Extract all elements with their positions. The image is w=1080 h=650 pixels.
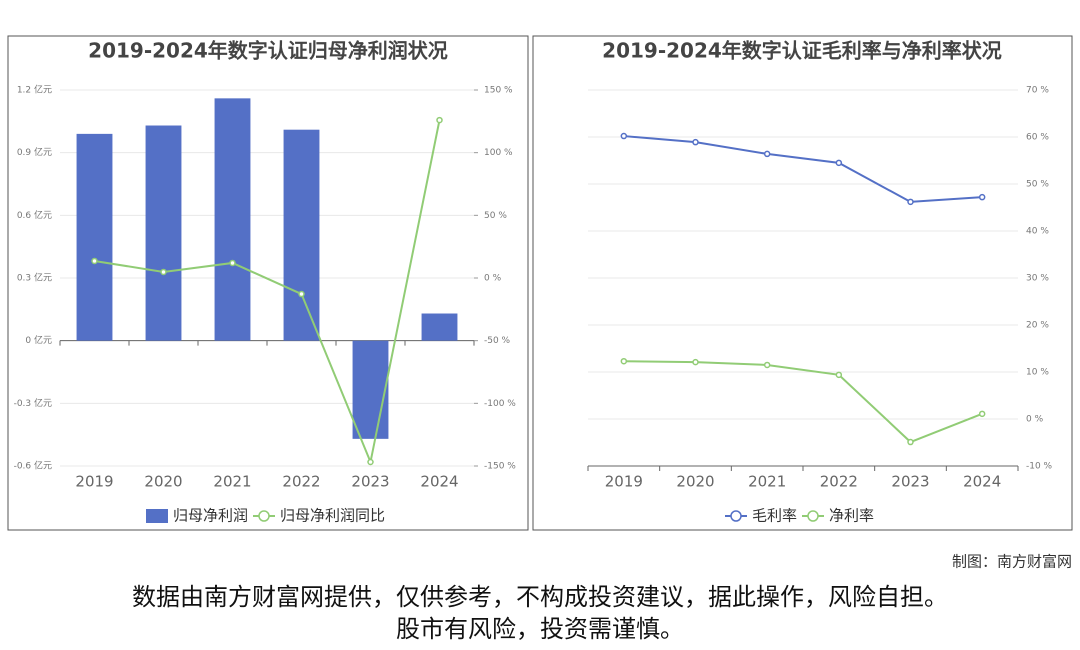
point: [160, 268, 167, 276]
x-tick-label: 2022: [820, 473, 858, 491]
y-tick-label: 50 %: [1026, 180, 1049, 190]
line: [94, 119, 441, 466]
bar: [352, 340, 389, 439]
y-tick-label: -0.6 亿元: [14, 460, 52, 472]
point: [763, 361, 771, 369]
point: [907, 198, 914, 206]
credit: 制图：南方财富网: [952, 553, 1072, 571]
bar: [76, 133, 113, 341]
y2-tick-label: 150 %: [484, 86, 513, 96]
y-tick-label: 20 %: [1026, 321, 1049, 331]
y-tick-label: 1.2 亿元: [17, 84, 52, 96]
x-tick-label: 2022: [282, 473, 320, 491]
y2-tick-label: 0 %: [484, 274, 502, 284]
y-tick-label: 30 %: [1026, 274, 1049, 284]
y-tick-label: 0.9 亿元: [17, 146, 52, 158]
x-tick-label: 2021: [213, 473, 251, 491]
point: [835, 159, 843, 167]
legend-swatch: [730, 510, 742, 522]
x-tick-label: 2024: [963, 473, 1001, 491]
x-tick-label: 2023: [351, 473, 389, 491]
legend-swatch: [146, 509, 168, 523]
y-tick-label: 60 %: [1026, 133, 1049, 143]
point: [298, 290, 305, 298]
chart-title: 2019-2024年数字认证毛利率与净利率状况: [602, 39, 1002, 63]
y-tick-label: 10 %: [1026, 368, 1049, 378]
y-tick-label: -10 %: [1026, 462, 1053, 472]
point: [91, 257, 98, 265]
legend-swatch: [807, 510, 819, 522]
legend-label: 归母净利润同比: [280, 507, 385, 525]
y2-tick-label: -150 %: [484, 462, 516, 472]
y-tick-label: 40 %: [1026, 227, 1049, 237]
panel-frame: [7, 35, 529, 531]
legend-swatch: [258, 510, 270, 522]
bar: [214, 98, 251, 341]
point: [229, 259, 236, 267]
chart-title: 2019-2024年数字认证归母净利润状况: [88, 39, 448, 63]
y-tick-label: 0.3 亿元: [17, 272, 52, 284]
point: [436, 116, 443, 124]
y2-tick-label: 100 %: [484, 148, 513, 158]
legend-label: 毛利率: [752, 507, 797, 525]
point: [367, 458, 374, 466]
disclaimer: 数据由南方财富网提供，仅供参考，不构成投资建议，据此操作，风险自担。: [132, 583, 948, 611]
x-tick-label: 2019: [605, 473, 643, 491]
x-tick-label: 2020: [144, 473, 182, 491]
point: [620, 357, 628, 365]
point: [620, 132, 628, 140]
y-tick-label: -0.3 亿元: [14, 397, 52, 409]
x-tick-label: 2019: [75, 473, 113, 491]
point: [763, 150, 771, 158]
line: [623, 135, 983, 203]
bar: [145, 125, 182, 341]
x-tick-label: 2024: [420, 473, 458, 491]
disclaimer: 股市有风险，投资需谨慎。: [396, 615, 684, 643]
x-tick-label: 2020: [676, 473, 714, 491]
y-tick-label: 70 %: [1026, 86, 1049, 96]
point: [835, 371, 843, 379]
line: [623, 360, 983, 444]
legend-label: 净利率: [829, 507, 874, 525]
y2-tick-label: -50 %: [484, 336, 511, 346]
y2-tick-label: -100 %: [484, 399, 516, 409]
y-tick-label: 0 亿元: [25, 334, 52, 346]
bar: [421, 313, 458, 341]
point: [907, 438, 914, 446]
point: [978, 410, 986, 418]
bar: [283, 129, 320, 341]
panel-frame: [532, 35, 1073, 531]
point: [692, 358, 699, 366]
point: [978, 193, 986, 201]
y-tick-label: 0 %: [1026, 415, 1044, 425]
y-tick-label: 0.6 亿元: [17, 209, 52, 221]
x-tick-label: 2021: [748, 473, 786, 491]
x-tick-label: 2023: [891, 473, 929, 491]
y2-tick-label: 50 %: [484, 211, 507, 221]
legend-label: 归母净利润: [173, 507, 248, 525]
point: [692, 138, 699, 146]
